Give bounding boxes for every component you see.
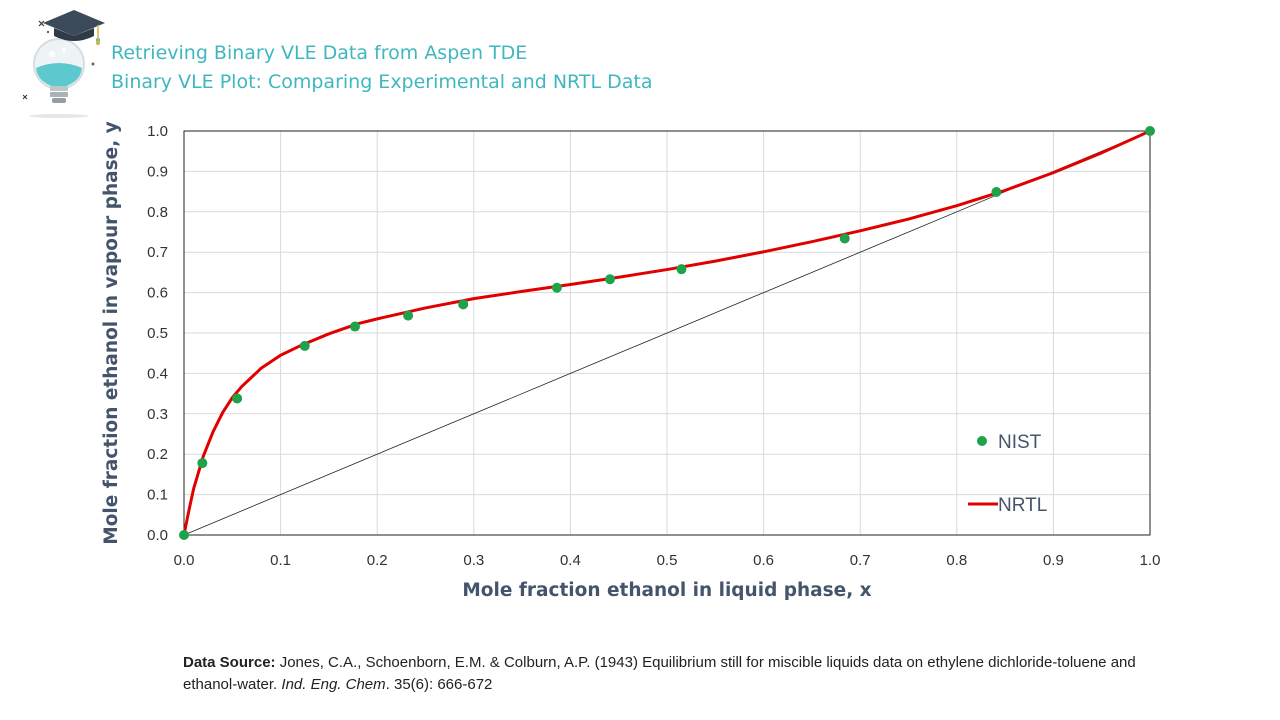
y-tick-label: 0.9 — [147, 163, 168, 180]
y-tick-label: 0.8 — [147, 204, 168, 221]
x-tick-label: 1.0 — [1140, 552, 1161, 569]
gridlines — [184, 131, 1150, 535]
y-tick-label: 0.1 — [147, 487, 168, 504]
legend-nist-label: NIST — [998, 432, 1042, 453]
x-axis-title: Mole fraction ethanol in liquid phase, x — [462, 580, 871, 601]
nist-data-point — [839, 233, 850, 244]
legend: NIST NRTL — [968, 432, 1047, 516]
nist-data-point — [605, 274, 616, 285]
citation-text: Jones, C.A., Schoenborn, E.M. & Colburn,… — [183, 654, 1136, 693]
nist-data-point — [676, 264, 687, 275]
x-tick-label: 0.0 — [174, 552, 195, 569]
nist-data-point — [349, 321, 360, 332]
nist-data-point — [551, 282, 562, 293]
y-tick-label: 1.0 — [147, 123, 168, 140]
y-tick-label: 0.0 — [147, 527, 168, 544]
lightbulb-graduation-cap-logo — [18, 6, 110, 118]
slide-titles: Retrieving Binary VLE Data from Aspen TD… — [111, 39, 652, 97]
graduation-cap-icon — [43, 10, 105, 46]
x-tick-label: 0.2 — [367, 552, 388, 569]
nist-data-point — [197, 458, 208, 469]
y-tick-label: 0.3 — [147, 406, 168, 423]
x-tick-label: 0.1 — [270, 552, 291, 569]
x-axis-ticks: 0.0 0.1 0.2 0.3 0.4 0.5 0.6 0.7 0.8 0.9 1.0 — [174, 552, 1161, 569]
nist-data-point — [991, 187, 1002, 198]
x-tick-label: 0.8 — [946, 552, 967, 569]
x-tick-label: 0.6 — [753, 552, 774, 569]
legend-nrtl-label: NRTL — [998, 495, 1047, 516]
y-tick-label: 0.2 — [147, 446, 168, 463]
slide-title: Retrieving Binary VLE Data from Aspen TD… — [111, 42, 528, 64]
y-tick-label: 0.4 — [147, 365, 168, 382]
y-axis-title: Mole fraction ethanol in vapour phase, y — [101, 121, 122, 544]
citation-volume: . 35(6): 666-672 — [385, 676, 493, 693]
y-axis-ticks: 0.0 0.1 0.2 0.3 0.4 0.5 0.6 0.7 0.8 0.9 1.0 — [147, 123, 168, 544]
nist-data-point — [458, 299, 469, 310]
x-tick-label: 0.5 — [657, 552, 678, 569]
y-tick-label: 0.5 — [147, 325, 168, 342]
nist-data-point — [179, 530, 189, 540]
vle-chart: 0.0 0.1 0.2 0.3 0.4 0.5 0.6 0.7 0.8 0.9 1.0 0.0 0.1… — [101, 121, 1161, 601]
x-tick-label: 0.3 — [463, 552, 484, 569]
plot-area-frame — [183, 130, 1151, 536]
legend-nist-marker — [977, 436, 987, 446]
citation-journal: Ind. Eng. Chem — [281, 676, 386, 693]
x-tick-label: 0.7 — [850, 552, 871, 569]
nrtl-curve — [182, 129, 1151, 536]
nist-data-point — [232, 393, 243, 404]
slide-subtitle: Binary VLE Plot: Comparing Experimental … — [111, 71, 653, 93]
y-tick-label: 0.7 — [147, 244, 168, 261]
y-tick-label: 0.6 — [147, 285, 168, 302]
sparkle-icon — [22, 20, 100, 100]
chart-series — [179, 126, 1155, 540]
nist-data-point — [1145, 126, 1155, 136]
x-tick-label: 0.4 — [560, 552, 581, 569]
data-source-citation: Data Source: Jones, C.A., Schoenborn, E.… — [183, 652, 1143, 696]
nist-data-point — [299, 340, 310, 351]
x-equals-y-line — [183, 130, 1151, 536]
x-tick-label: 0.9 — [1043, 552, 1064, 569]
nist-data-point — [403, 310, 414, 321]
data-source-label: Data Source: — [183, 654, 276, 671]
